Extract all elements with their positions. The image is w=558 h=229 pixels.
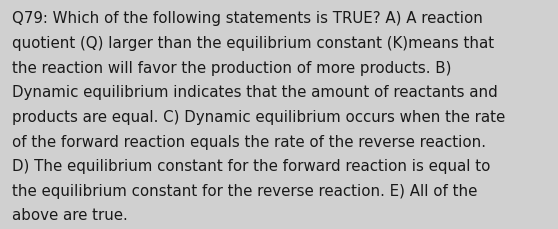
Text: Dynamic equilibrium indicates that the amount of reactants and: Dynamic equilibrium indicates that the a… [12,85,498,100]
Text: the equilibrium constant for the reverse reaction. E) All of the: the equilibrium constant for the reverse… [12,183,478,198]
Text: above are true.: above are true. [12,207,128,222]
Text: the reaction will favor the production of more products. B): the reaction will favor the production o… [12,60,452,75]
Text: of the forward reaction equals the rate of the reverse reaction.: of the forward reaction equals the rate … [12,134,486,149]
Text: products are equal. C) Dynamic equilibrium occurs when the rate: products are equal. C) Dynamic equilibri… [12,109,506,124]
Text: D) The equilibrium constant for the forward reaction is equal to: D) The equilibrium constant for the forw… [12,158,490,173]
Text: Q79: Which of the following statements is TRUE? A) A reaction: Q79: Which of the following statements i… [12,11,483,26]
Text: quotient (Q) larger than the equilibrium constant (K)means that: quotient (Q) larger than the equilibrium… [12,36,494,51]
